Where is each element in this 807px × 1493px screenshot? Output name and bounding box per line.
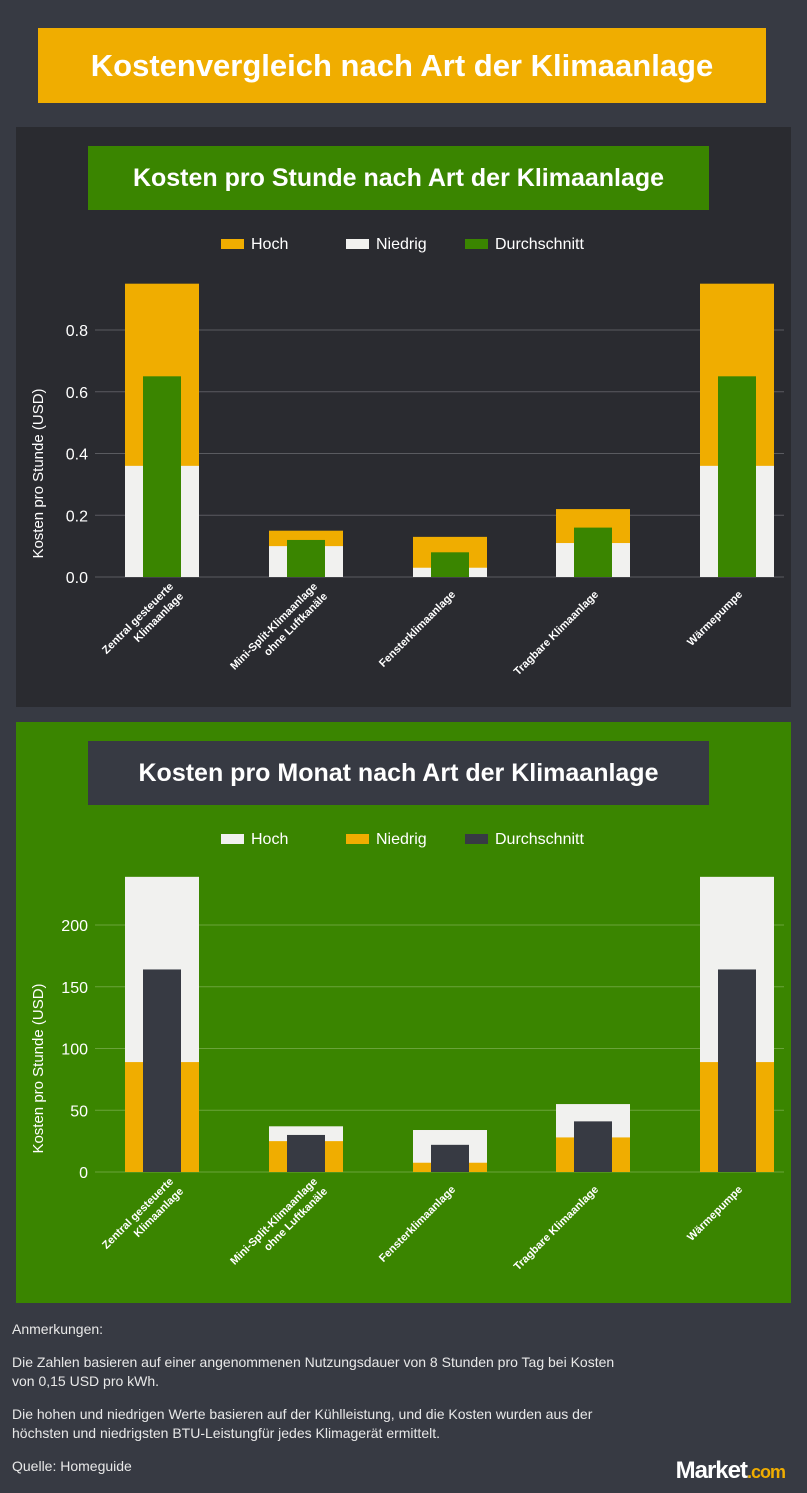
monthly-cost-panel: Kosten pro Monat nach Art der Klimaanlag… [16, 722, 791, 1303]
x-tick-label: Tragbare Klimaanlage [512, 1184, 601, 1273]
x-tick-label: Fensterklimaanlage [377, 589, 458, 670]
y-tick-label: 200 [61, 918, 88, 935]
x-tick-label: Fensterklimaanlage [377, 1184, 458, 1265]
bar-durchschnitt [718, 376, 756, 577]
monthly-cost-chart: Hoch Niedrig Durchschnitt 0 50 100 150 200 Koste… [30, 831, 784, 1278]
y-tick-label: 150 [61, 980, 88, 997]
x-tick-label-line: Wärmepumpe [685, 1184, 745, 1244]
bar-durchschnitt [287, 539, 325, 577]
legend-swatch [221, 239, 244, 249]
notes: Anmerkungen: Die Zahlen basieren auf ein… [12, 1320, 632, 1490]
x-tick-label-line: Tragbare Klimaanlage [512, 1184, 601, 1273]
main-title: Kostenvergleich nach Art der Klimaanlage [38, 28, 766, 103]
legend-label: Durchschnitt [495, 831, 584, 848]
market-logo: Market.com [675, 1457, 786, 1484]
y-tick-label: 0.0 [66, 570, 88, 587]
note-2: Die hohen und niedrigen Werte basieren a… [12, 1406, 593, 1441]
y-tick-label: 0.6 [66, 385, 88, 402]
bar-durchschnitt [143, 969, 181, 1172]
source: Quelle: Homeguide [12, 1458, 132, 1474]
y-tick-label: 0.8 [66, 323, 88, 340]
x-tick-label-line: Mini-Split-Klimaanlage [228, 1176, 320, 1268]
legend-swatch [465, 239, 488, 249]
x-tick-label: Mini-Split-Klimaanlageohne Luftkanäle [228, 1176, 330, 1278]
y-tick-label: 0 [79, 1165, 88, 1182]
bar-durchschnitt [287, 1134, 325, 1172]
x-tick-label: Zentral gesteuerteKlimaanlage [100, 1176, 186, 1262]
legend-swatch [221, 834, 244, 844]
y-tick-label: 0.2 [66, 508, 88, 525]
x-tick-label-line: Wärmepumpe [685, 589, 745, 649]
legend-label: Niedrig [376, 236, 427, 253]
y-tick-label: 0.4 [66, 447, 88, 464]
y-axis-label: Kosten pro Stunde (USD) [30, 388, 47, 558]
bar-durchschnitt [718, 969, 756, 1172]
legend-label: Hoch [251, 236, 288, 253]
legend-swatch [465, 834, 488, 844]
x-tick-label: Zentral gesteuerteKlimaanlage [100, 581, 186, 667]
y-tick-label: 100 [61, 1042, 88, 1059]
legend-label: Hoch [251, 831, 288, 848]
x-tick-label: Wärmepumpe [685, 1184, 745, 1244]
y-axis-label: Kosten pro Stunde (USD) [30, 983, 47, 1153]
legend-swatch [346, 239, 369, 249]
x-tick-label-line: Mini-Split-Klimaanlage [228, 581, 320, 673]
x-tick-label: Mini-Split-Klimaanlageohne Luftkanäle [228, 581, 330, 683]
legend-label: Niedrig [376, 831, 427, 848]
y-tick-label: 50 [70, 1103, 88, 1120]
notes-heading: Anmerkungen: [12, 1321, 104, 1337]
chart-title: Kosten pro Stunde nach Art der Klimaanla… [88, 146, 709, 210]
bar-durchschnitt [574, 527, 612, 577]
legend-swatch [346, 834, 369, 844]
bar-durchschnitt [143, 376, 181, 577]
chart-title: Kosten pro Monat nach Art der Klimaanlag… [88, 741, 709, 805]
bar-durchschnitt [574, 1121, 612, 1172]
bar-durchschnitt [431, 1144, 469, 1172]
x-tick-label-line: Fensterklimaanlage [377, 1184, 458, 1265]
x-tick-label-line: Fensterklimaanlage [377, 589, 458, 670]
hourly-cost-panel: Kosten pro Stunde nach Art der Klimaanla… [16, 127, 791, 707]
hourly-cost-chart: Hoch Niedrig Durchschnitt 0.0 0.2 0.4 0.6 0.8 Ko… [30, 236, 784, 683]
note-1: Die Zahlen basieren auf einer angenommen… [12, 1354, 615, 1389]
legend-label: Durchschnitt [495, 236, 584, 253]
x-tick-label: Tragbare Klimaanlage [512, 589, 601, 678]
bar-durchschnitt [431, 552, 469, 577]
x-tick-label-line: Tragbare Klimaanlage [512, 589, 601, 678]
x-tick-label: Wärmepumpe [685, 589, 745, 649]
